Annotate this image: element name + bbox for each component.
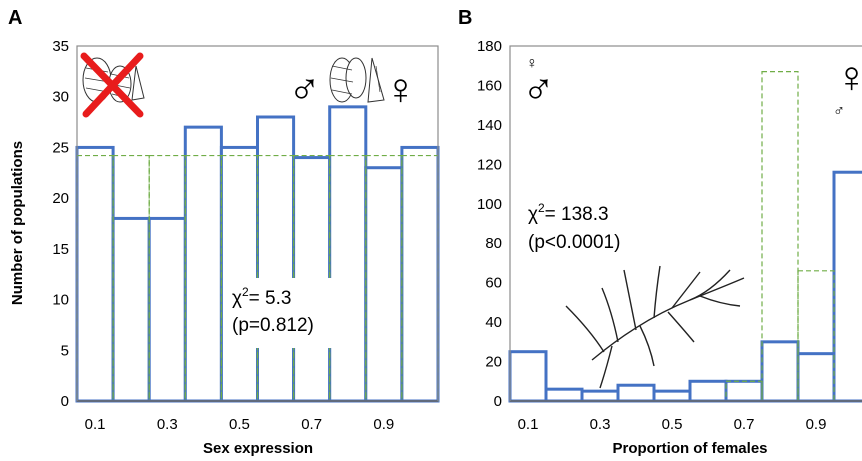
panel-a-observed-bar bbox=[256, 115, 296, 403]
small-male-symbol-icon: ♂ bbox=[833, 103, 845, 120]
male-symbol-icon: ♂ bbox=[288, 65, 321, 114]
panel-a-stat-box bbox=[226, 278, 348, 348]
panel-a-x-tick-label: 0.9 bbox=[373, 416, 394, 433]
panel-a-x-tick-label: 0.1 bbox=[85, 416, 106, 433]
panel-a-p-value: (p=0.812) bbox=[232, 315, 314, 336]
panel-a-observed-bar bbox=[400, 145, 440, 403]
panel-a-y-tick-label: 30 bbox=[52, 89, 69, 106]
panel-b-y-tick-label: 120 bbox=[477, 156, 502, 173]
panel-a-y-tick-label: 5 bbox=[61, 342, 69, 359]
panel-b-y-tick-label: 40 bbox=[485, 314, 502, 331]
panel-a-x-tick-label: 0.3 bbox=[157, 416, 178, 433]
panel-b-chi-square: χ2= 138.3 bbox=[528, 201, 609, 225]
panel-a-y-tick-label: 20 bbox=[52, 190, 69, 207]
panel-b-y-tick-label: 20 bbox=[485, 354, 502, 371]
panel-a-observed-bar bbox=[328, 105, 368, 403]
panel-b-observed-bar bbox=[688, 379, 728, 403]
panel-a-y-axis-label: Number of populations bbox=[9, 141, 26, 305]
panel-a-observed-bar bbox=[219, 145, 259, 403]
panel-a-stat-annotation: χ2= 5.3 (p=0.812) bbox=[226, 278, 348, 348]
panel-b-left-symbols: ♀ ♂ bbox=[522, 55, 555, 114]
panel-b-p-value: (p<0.0001) bbox=[528, 232, 620, 253]
panel-b-x-tick-label: 0.5 bbox=[662, 416, 683, 433]
panel-b-expected-bar bbox=[761, 71, 799, 402]
panel-b-x-tick-label: 0.7 bbox=[734, 416, 755, 433]
panel-b-y-tick-label: 180 bbox=[477, 38, 502, 55]
panel-a-y-tick-label: 10 bbox=[52, 292, 69, 309]
plant-branch-icon bbox=[565, 265, 745, 389]
panel-b-observed-bar bbox=[652, 389, 692, 403]
panel-b-x-tick-label: 0.9 bbox=[806, 416, 827, 433]
panel-a-y-tick-label: 35 bbox=[52, 38, 69, 55]
panel-a-x-axis-label: Sex expression bbox=[203, 440, 313, 457]
panel-a-observed-bar bbox=[183, 125, 223, 403]
large-male-symbol-icon: ♂ bbox=[522, 65, 555, 114]
panel-a-letter: A bbox=[8, 7, 22, 29]
cone-cluster-icon bbox=[329, 57, 385, 103]
panel-b-plot-frame bbox=[509, 45, 862, 402]
panel-b-x-axis-label: Proportion of females bbox=[612, 440, 767, 457]
panel-b-observed-bar bbox=[580, 389, 620, 403]
panel-a: A Number of populations Sex expression 0… bbox=[8, 7, 440, 457]
panel-b-stat-annotation: χ2= 138.3 (p<0.0001) bbox=[528, 201, 620, 253]
panel-a-sex-symbols: ♂ ♀ bbox=[288, 57, 417, 114]
panel-a-y-tick-label: 25 bbox=[52, 139, 69, 156]
panel-b-y-tick-label: 60 bbox=[485, 275, 502, 292]
panel-b-x-ticks: 0.1 0.3 0.5 0.7 0.9 bbox=[518, 416, 827, 433]
panel-a-y-ticks: 0 5 10 15 20 25 30 35 bbox=[52, 38, 69, 410]
panel-b-observed-bar bbox=[796, 352, 836, 403]
panel-b-y-tick-label: 160 bbox=[477, 77, 502, 94]
panel-a-y-tick-label: 0 bbox=[61, 393, 69, 410]
panel-b-y-ticks: 0 20 40 60 80 100 120 140 160 180 bbox=[477, 38, 502, 410]
panel-a-observed-bar bbox=[111, 216, 151, 403]
panel-a-x-ticks: 0.1 0.3 0.5 0.7 0.9 bbox=[85, 416, 395, 433]
panel-a-observed-bar bbox=[364, 166, 404, 403]
panel-b-observed-bar bbox=[508, 350, 548, 403]
crossed-cone-icon bbox=[80, 52, 145, 118]
panel-b-x-tick-label: 0.3 bbox=[590, 416, 611, 433]
panel-b-letter: B bbox=[458, 7, 472, 29]
panel-a-observed-bar bbox=[147, 216, 187, 403]
panel-b-observed-bar bbox=[832, 170, 862, 403]
panel-b-observed-bar bbox=[616, 383, 656, 403]
panel-b-right-symbols: ♀ ♂ bbox=[833, 53, 862, 120]
panel-a-x-tick-label: 0.7 bbox=[301, 416, 322, 433]
panel-a-y-tick-label: 15 bbox=[52, 241, 69, 258]
panel-b-y-tick-label: 80 bbox=[485, 235, 502, 252]
panel-b-observed-bar bbox=[724, 379, 764, 403]
female-symbol-icon: ♀ bbox=[384, 65, 417, 114]
panel-b-y-tick-label: 100 bbox=[477, 196, 502, 213]
panel-b-observed-bar bbox=[760, 340, 800, 403]
panel-b-observed-bar bbox=[544, 387, 584, 403]
panel-b-y-tick-label: 0 bbox=[494, 393, 502, 410]
panel-a-observed-bar bbox=[75, 145, 115, 403]
small-female-symbol-icon: ♀ bbox=[526, 55, 538, 72]
panel-a-bars bbox=[75, 105, 440, 403]
panel-a-plot-frame bbox=[76, 45, 439, 402]
panel-a-chi-square: χ2= 5.3 bbox=[232, 285, 291, 309]
large-female-symbol-icon: ♀ bbox=[835, 53, 862, 102]
panel-a-x-tick-label: 0.5 bbox=[229, 416, 250, 433]
panel-b-x-tick-label: 0.1 bbox=[518, 416, 539, 433]
panel-b: B Proportion of females 0 20 40 60 80 100 120 1… bbox=[458, 7, 862, 457]
panel-b-y-tick-label: 140 bbox=[477, 117, 502, 134]
